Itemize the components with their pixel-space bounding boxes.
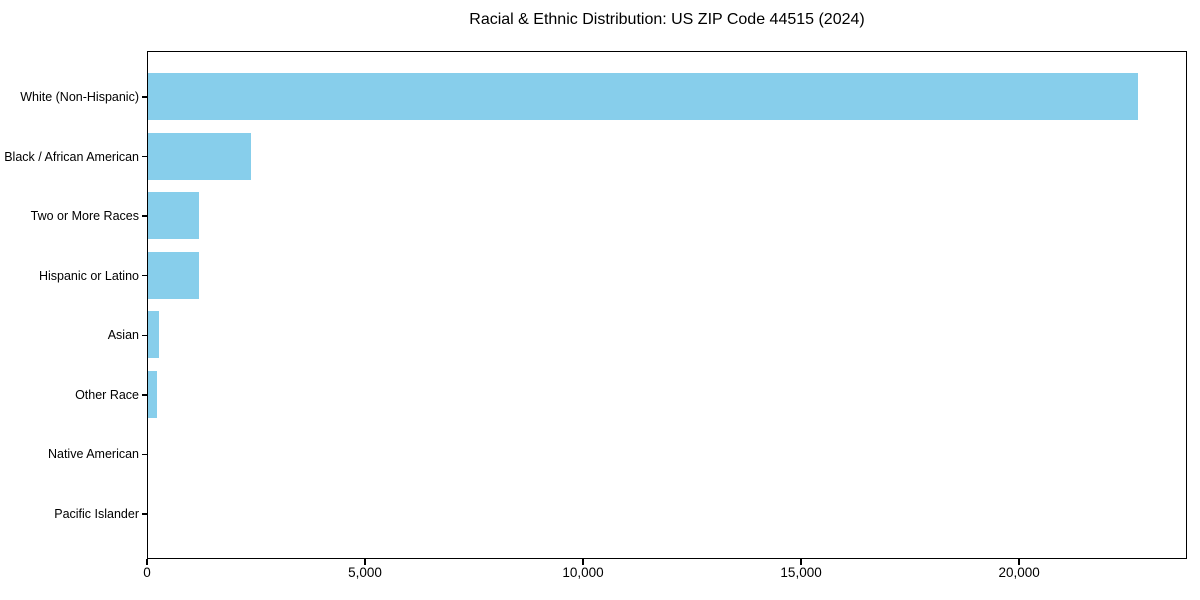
x-tick-label: 10,000 (562, 565, 604, 580)
y-tick-mark (141, 155, 147, 158)
bar-other-race (148, 370, 157, 418)
y-tick-mark (141, 334, 147, 336)
bar-two-or-more-races (148, 192, 199, 240)
chart-title: Racial & Ethnic Distribution: US ZIP Cod… (469, 11, 865, 28)
y-tick-mark (141, 275, 147, 277)
y-tick-mark (141, 96, 147, 98)
x-tick-label: 5,000 (348, 565, 382, 580)
x-tick-label: 20,000 (998, 565, 1040, 580)
y-tick-label: White (Non-Hispanic) (20, 90, 139, 104)
y-tick-mark (141, 453, 147, 456)
y-tick-mark (141, 394, 147, 396)
x-tick-mark (582, 559, 584, 565)
y-tick-label: Black / African American (4, 149, 139, 164)
y-tick-label: Other Race (75, 387, 139, 402)
bar-asian (148, 311, 160, 359)
y-tick-mark (141, 215, 147, 217)
y-tick-label: Native American (47, 447, 139, 462)
x-tick-label: 0 (143, 565, 151, 580)
x-tick-mark (146, 559, 148, 565)
y-tick-mark (141, 513, 147, 515)
y-tick-label: Hispanic or Latino (38, 268, 139, 283)
y-tick-label: Asian (107, 328, 139, 343)
bar-black-african-american (148, 132, 251, 180)
x-tick-mark (800, 559, 802, 565)
y-tick-label: Two or More Races (30, 209, 139, 224)
bar-white-non-hispanic (148, 73, 1138, 120)
x-tick-mark (364, 559, 366, 565)
y-tick-label: Pacific Islander (54, 506, 139, 521)
plot-area (147, 51, 1187, 559)
bar-hispanic-or-latino (148, 251, 200, 299)
x-tick-label: 15,000 (780, 565, 822, 580)
x-tick-mark (1018, 559, 1020, 565)
